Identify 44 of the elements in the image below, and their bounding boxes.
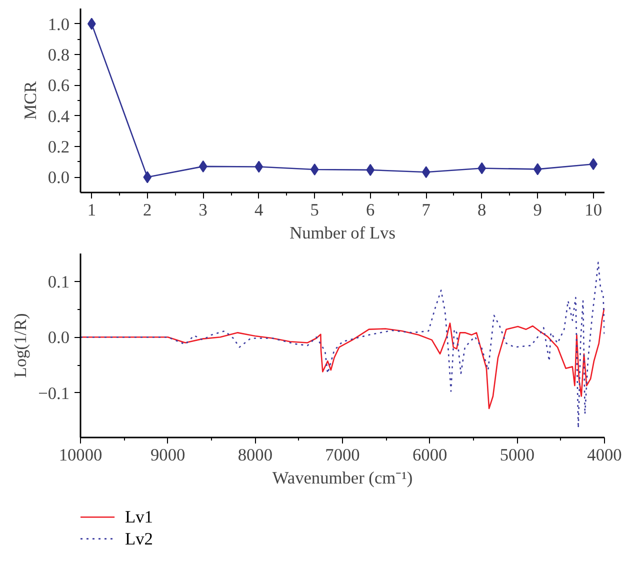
y-tick-label: 0.6	[48, 76, 70, 96]
x-tick-label: 10000	[58, 446, 102, 464]
x-tick-label: 3	[198, 200, 208, 220]
point	[478, 162, 486, 174]
x-tick-label: 7	[422, 200, 431, 220]
legend-label: Lv1	[125, 508, 153, 527]
y-tick-label: 0.1	[48, 272, 70, 292]
y-tick-label: 0.0	[48, 168, 70, 188]
point	[422, 166, 430, 178]
legend-label: Lv2	[125, 529, 153, 548]
y-tick-label: 0.8	[48, 46, 70, 64]
x-tick-label: 4	[254, 200, 264, 220]
y-tick-label: −0.1	[38, 384, 70, 403]
x-axis-title: Number of Lvs	[290, 224, 396, 242]
x-tick-label: 6	[366, 200, 376, 220]
y-tick-label: 1.0	[48, 14, 70, 34]
y-tick-label: 0.2	[48, 138, 70, 156]
x-tick-label: 10	[584, 200, 602, 220]
x-tick-label: 1	[87, 200, 96, 220]
point	[589, 158, 598, 170]
point	[198, 160, 208, 172]
x-tick-label: 7000	[325, 446, 360, 464]
x-tick-label: 9	[533, 200, 542, 220]
y-axis-title: MCR	[20, 80, 40, 120]
y-tick-label: 0.4	[48, 106, 70, 126]
point	[254, 160, 264, 173]
x-tick-label: 8000	[238, 446, 272, 464]
x-tick-label: 9000	[150, 446, 186, 464]
y-axis-title: Log(1/R)	[11, 313, 30, 378]
x-tick-label: 8	[478, 200, 486, 220]
x-tick-label: 5000	[500, 446, 534, 464]
x-tick-label: 4000	[587, 446, 622, 464]
point	[87, 18, 96, 30]
x-tick-label: 6000	[412, 446, 448, 464]
x-tick-label: 2	[143, 200, 152, 220]
line-series	[80, 262, 604, 429]
point	[143, 171, 152, 184]
point	[533, 163, 542, 176]
point	[310, 164, 319, 176]
line-series	[80, 307, 604, 410]
x-tick-label: 5	[310, 200, 319, 220]
y-tick-label: 0.0	[48, 328, 70, 348]
x-axis-title: Wavenumber (cm⁻¹)	[272, 468, 413, 488]
point	[366, 164, 375, 176]
